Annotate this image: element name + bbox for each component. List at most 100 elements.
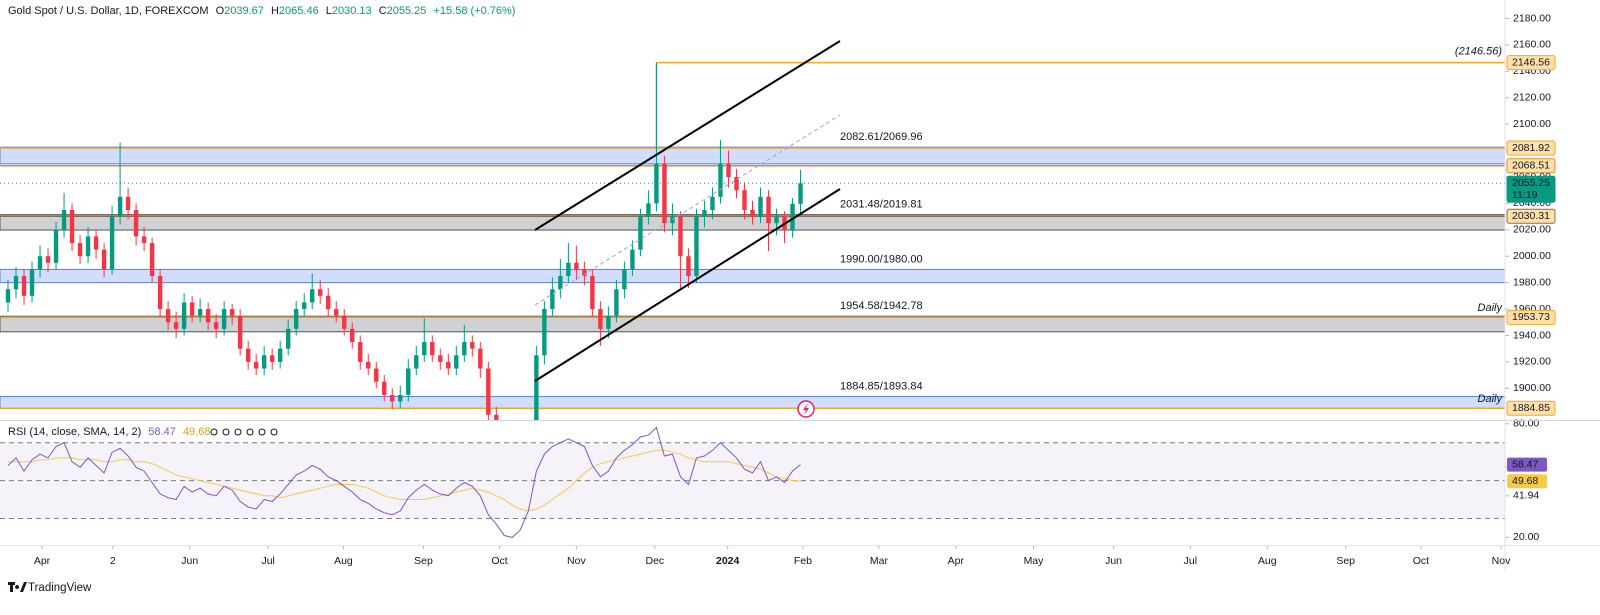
x-tick-label: Nov [1492, 555, 1511, 567]
rsi-line [7, 426, 801, 538]
rsi-title: RSI (14, close, SMA, 14, 2) [8, 426, 141, 438]
candle-body [430, 342, 435, 356]
candle-body [285, 328, 291, 349]
alert-icon[interactable] [797, 400, 815, 418]
candle-body [85, 236, 91, 257]
candle-body [598, 309, 603, 329]
ohlc-value: 2030.13 [332, 5, 372, 17]
symbol-title: Gold Spot / U.S. Dollar, 1D, FOREXCOM [8, 5, 209, 17]
annotation: Daily [1478, 302, 1504, 314]
price-pane: 2082.61/2069.96 2031.48/2019.81 1990.00/19… [0, 61, 1505, 420]
candle-body [374, 368, 379, 382]
candle-body [237, 315, 243, 349]
candle-body [221, 309, 227, 329]
candle-body [790, 203, 795, 230]
candle-body [302, 302, 307, 310]
x-tick-label: Dec [645, 555, 664, 567]
y-tick-label: 2100.00 [1513, 118, 1551, 130]
candle-body [542, 309, 547, 356]
price-tag [1506, 208, 1556, 224]
x-tick-label: Apr [34, 555, 51, 567]
annotation: Daily [1478, 393, 1504, 405]
price-tag-label: 2030.31 [1512, 210, 1550, 222]
ohlc-value: 2039.67 [224, 5, 264, 17]
x-tick-label: Aug [334, 555, 353, 567]
rsi-y-tick-label: 20.00 [1513, 531, 1539, 543]
candle-body [646, 203, 651, 217]
candle-body [358, 342, 363, 362]
candle-body [117, 196, 123, 217]
candle-body [798, 183, 803, 204]
candle-body [157, 276, 163, 310]
x-tick-label: Jul [261, 555, 274, 567]
zone [0, 146, 1505, 165]
x-tick-label: Jun [1105, 555, 1122, 567]
change: +15.58 (+0.76%) [433, 5, 515, 17]
candle-body [494, 414, 499, 420]
candle-body [422, 342, 427, 356]
y-tick-label: 2120.00 [1513, 92, 1551, 104]
y-tick-label: 2180.00 [1513, 12, 1551, 24]
y-tick-label: 2020.00 [1513, 224, 1551, 236]
candle-body [710, 196, 715, 210]
candle-body [630, 249, 635, 270]
candle-body [750, 210, 755, 217]
candle-body [582, 269, 587, 277]
price-tag [1506, 55, 1556, 71]
candle-body [277, 348, 283, 362]
x-tick-label: Sep [414, 555, 433, 567]
ohlc-prefix: L [326, 5, 332, 17]
x-tick-label: May [1024, 555, 1045, 567]
channel [534, 40, 841, 382]
price-tag [1506, 309, 1556, 325]
candle-body [189, 302, 195, 316]
rsi-sma-line [8, 449, 801, 512]
candle-body [318, 289, 323, 296]
visibility-icons[interactable] [210, 428, 278, 436]
candle-body [606, 315, 611, 329]
annotation: (2146.56) [1455, 46, 1502, 58]
countdown: 11:19 [1512, 189, 1538, 201]
candle-body [21, 276, 27, 296]
zone-label: 2031.48/2019.81 [840, 199, 923, 211]
x-tick-label: 2024 [716, 555, 740, 567]
candle-body [197, 309, 203, 316]
zone [0, 268, 1505, 284]
rsi-tag [1507, 474, 1547, 489]
ohlc-prefix: O [216, 5, 225, 17]
symbol-legend: Gold Spot / U.S. Dollar, 1D, FOREXCOM O2… [8, 5, 515, 17]
candle-body [229, 309, 235, 316]
candle-body [269, 355, 275, 362]
logo[interactable]: TradingView [8, 582, 92, 594]
candle-body [261, 355, 267, 369]
ohlc-value: 2055.25 [387, 5, 427, 17]
x-tick-label: Mar [870, 555, 889, 567]
candle-body [558, 276, 563, 290]
candle-body [173, 322, 179, 329]
candle-body [390, 394, 395, 402]
rsi-tag [1507, 457, 1547, 472]
candle-body [109, 216, 115, 270]
ohlc-prefix: C [379, 5, 387, 17]
x-tick-label: Oct [491, 555, 507, 567]
zone-label: 2082.61/2069.96 [840, 131, 923, 143]
candle-body [326, 295, 331, 310]
candle-body [181, 302, 187, 329]
candle-body [37, 256, 43, 270]
branding: TradingView [28, 582, 92, 594]
price-tag-label: 1953.73 [1512, 311, 1550, 323]
candle-body [702, 210, 707, 217]
candle-body [125, 196, 131, 210]
candle-body [245, 348, 251, 362]
candle-body [742, 190, 747, 210]
candle-body [45, 256, 51, 263]
candle-body [205, 309, 211, 323]
x-tick-label: Feb [794, 555, 812, 567]
candle-body [213, 322, 219, 329]
x-tick-label: Aug [1258, 555, 1277, 567]
candle-body [350, 328, 355, 343]
x-tick-label: Nov [567, 555, 586, 567]
y-tick-label: 1980.00 [1513, 276, 1551, 288]
candle-body [149, 243, 155, 277]
candle-body [141, 236, 147, 244]
